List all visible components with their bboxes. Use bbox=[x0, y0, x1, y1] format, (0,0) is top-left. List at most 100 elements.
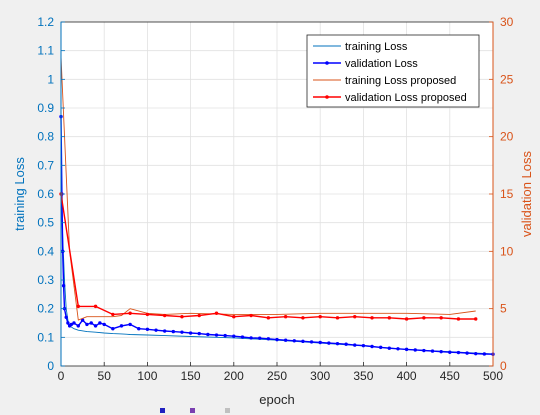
y-right-tick-label: 25 bbox=[500, 72, 514, 86]
data-point bbox=[283, 338, 288, 342]
bottom-clipped-strip bbox=[0, 407, 540, 415]
legend-marker bbox=[325, 95, 329, 99]
data-point bbox=[258, 336, 262, 340]
data-point bbox=[69, 322, 74, 327]
y-right-tick-label: 30 bbox=[500, 15, 514, 29]
y-right-tick-label: 0 bbox=[500, 359, 507, 373]
data-point bbox=[214, 333, 219, 337]
x-tick-label: 100 bbox=[137, 369, 157, 383]
data-point bbox=[85, 322, 89, 327]
data-point bbox=[422, 316, 426, 320]
data-point bbox=[439, 349, 443, 354]
y-left-tick-label: 0.6 bbox=[37, 187, 54, 201]
data-point bbox=[111, 327, 115, 331]
data-point bbox=[249, 313, 253, 318]
y-left-tick-label: 0.8 bbox=[37, 130, 54, 144]
strip-mark bbox=[190, 408, 195, 413]
y-left-tick-label: 1.1 bbox=[37, 44, 54, 58]
data-point bbox=[370, 316, 374, 320]
y-left-tick-label: 0 bbox=[47, 359, 54, 373]
data-point bbox=[206, 332, 210, 337]
data-point bbox=[102, 322, 106, 327]
legend-label: validation Loss proposed bbox=[345, 92, 467, 104]
data-point bbox=[240, 335, 245, 339]
y-right-axis-label: validation Loss bbox=[519, 151, 534, 237]
data-point bbox=[422, 348, 426, 353]
x-axis-label: epoch bbox=[259, 392, 294, 407]
data-point bbox=[327, 341, 331, 345]
legend-label: training Loss bbox=[345, 41, 408, 53]
data-point bbox=[387, 316, 392, 320]
data-point bbox=[301, 339, 305, 344]
data-point bbox=[180, 330, 184, 334]
data-point bbox=[93, 324, 98, 328]
data-point bbox=[448, 350, 452, 354]
y-left-tick-label: 0.4 bbox=[37, 244, 54, 258]
data-point bbox=[353, 314, 357, 319]
y-right-tick-label: 5 bbox=[500, 302, 507, 316]
data-point bbox=[474, 317, 478, 321]
data-point bbox=[335, 341, 340, 346]
series-line bbox=[60, 56, 476, 321]
data-point bbox=[275, 337, 279, 342]
x-tick-label: 50 bbox=[98, 369, 112, 383]
data-point bbox=[61, 284, 66, 288]
x-tick-label: 350 bbox=[353, 369, 373, 383]
data-point bbox=[66, 321, 70, 325]
data-point bbox=[266, 316, 271, 320]
data-point bbox=[292, 339, 296, 343]
data-point bbox=[154, 328, 158, 332]
legend-label: training Loss proposed bbox=[345, 75, 456, 87]
data-point bbox=[430, 349, 435, 353]
data-point bbox=[309, 340, 314, 344]
x-tick-label: 300 bbox=[310, 369, 330, 383]
data-point bbox=[188, 331, 193, 335]
data-point bbox=[378, 345, 383, 350]
y-left-tick-label: 0.5 bbox=[37, 216, 54, 230]
data-point bbox=[482, 352, 487, 356]
data-point bbox=[72, 321, 76, 325]
y-left-tick-label: 0.3 bbox=[37, 273, 54, 287]
data-point bbox=[361, 343, 366, 348]
data-point bbox=[344, 342, 348, 346]
data-point bbox=[214, 311, 219, 315]
data-point bbox=[128, 311, 132, 315]
y-left-tick-label: 0.2 bbox=[37, 302, 54, 316]
data-point bbox=[137, 327, 141, 331]
data-point bbox=[413, 348, 417, 352]
data-point bbox=[98, 321, 102, 325]
data-point bbox=[266, 337, 271, 341]
y-left-tick-label: 0.7 bbox=[37, 158, 54, 172]
series-layer bbox=[59, 56, 495, 356]
data-point bbox=[318, 340, 322, 345]
data-point bbox=[180, 314, 184, 319]
data-point bbox=[111, 312, 115, 317]
data-point bbox=[162, 329, 167, 333]
x-tick-label: 250 bbox=[267, 369, 287, 383]
strip-mark bbox=[160, 408, 165, 413]
y-left-axis-label: training Loss bbox=[12, 157, 27, 231]
x-tick-label: 0 bbox=[58, 369, 65, 383]
data-point bbox=[283, 314, 288, 319]
data-point bbox=[396, 347, 400, 351]
series-validation-loss bbox=[59, 114, 495, 356]
legend-box bbox=[306, 34, 480, 108]
data-point bbox=[387, 346, 392, 350]
data-point bbox=[162, 313, 167, 318]
data-point bbox=[232, 314, 236, 319]
legend-marker bbox=[325, 61, 329, 65]
data-point bbox=[80, 318, 85, 322]
x-tick-label: 150 bbox=[181, 369, 201, 383]
data-point bbox=[89, 321, 93, 325]
data-point bbox=[465, 351, 469, 355]
y-left-tick-label: 1.2 bbox=[37, 15, 54, 29]
y-left-tick-label: 0.9 bbox=[37, 101, 54, 115]
data-point bbox=[119, 324, 124, 328]
data-point bbox=[474, 351, 478, 356]
x-tick-label: 500 bbox=[483, 369, 503, 383]
data-point bbox=[197, 331, 201, 336]
data-point bbox=[128, 322, 132, 327]
data-point bbox=[370, 344, 374, 349]
y-left-tick-label: 0.1 bbox=[37, 330, 54, 344]
